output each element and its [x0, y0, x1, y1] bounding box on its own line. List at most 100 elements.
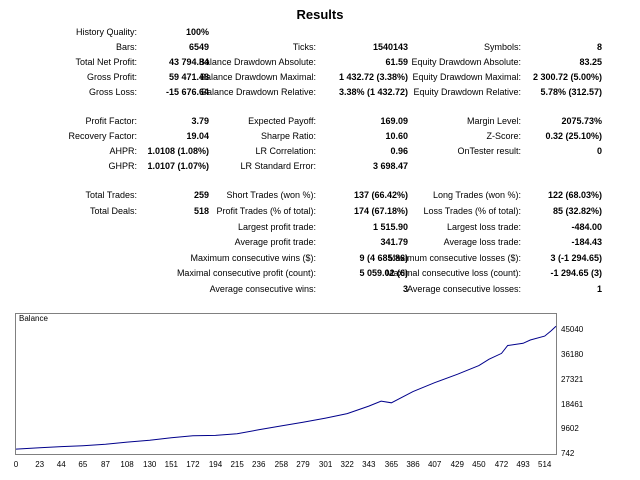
recovery-factor-value: 19.04 — [186, 131, 209, 141]
x-tick-label: 322 — [340, 460, 354, 469]
ontester-value: 0 — [596, 146, 602, 156]
x-tick-label: 514 — [537, 460, 552, 469]
sharpe-value: 10.60 — [385, 131, 408, 141]
ontester-label: OnTester result: — [457, 146, 521, 156]
short-trades-label: Short Trades (won %): — [226, 190, 316, 200]
largest-profit-value: 1 515.90 — [372, 222, 408, 232]
x-tick-label: 386 — [406, 460, 420, 469]
ticks-value: 1540143 — [372, 42, 408, 52]
expected-payoff-label: Expected Payoff: — [248, 116, 316, 126]
y-tick-label: 742 — [561, 449, 575, 458]
avg-cons-wins-label: Average consecutive wins: — [209, 284, 316, 294]
eq-dd-max-label: Equity Drawdown Maximal: — [412, 72, 521, 82]
loss-trades-value: 85 (32.82%) — [552, 206, 602, 216]
eq-dd-abs-value: 83.25 — [579, 57, 602, 67]
long-trades-label: Long Trades (won %): — [432, 190, 521, 200]
x-tick-label: 343 — [362, 460, 376, 469]
zscore-label: Z-Score: — [486, 131, 521, 141]
bal-dd-max-value: 1 432.72 (3.38%) — [338, 72, 408, 82]
y-tick-label: 36180 — [561, 350, 584, 360]
max-cons-losses-label: Maximum consecutive losses ($): — [387, 253, 521, 263]
gross-loss-value: -15 676.64 — [165, 87, 209, 97]
bal-dd-max-label: Balance Drawdown Maximal: — [199, 72, 316, 82]
margin-level-label: Margin Level: — [466, 116, 521, 126]
x-tick-label: 407 — [427, 460, 442, 469]
y-tick-label: 27321 — [561, 374, 584, 384]
total-deals-label: Total Deals: — [89, 206, 137, 216]
total-trades-label: Total Trades: — [85, 190, 137, 200]
eq-dd-max-value: 2 300.72 (5.00%) — [532, 72, 602, 82]
ghpr-value: 1.0107 (1.07%) — [147, 161, 209, 171]
avg-loss-label: Average loss trade: — [443, 237, 521, 247]
maxcons-loss-label: Maximal consecutive loss (count): — [385, 268, 521, 278]
x-tick-label: 365 — [384, 460, 399, 469]
bal-dd-rel-label: Balance Drawdown Relative: — [200, 87, 316, 97]
lr-std-label: LR Standard Error: — [240, 161, 316, 171]
maxcons-loss-value: -1 294.65 (3) — [550, 268, 602, 278]
largest-profit-label: Largest profit trade: — [237, 222, 316, 232]
avg-profit-label: Average profit trade: — [234, 237, 316, 247]
x-tick-label: 279 — [296, 460, 310, 469]
x-tick-label: 0 — [13, 460, 19, 469]
largest-loss-label: Largest loss trade: — [446, 222, 521, 232]
net-profit-value: 43 794.84 — [168, 57, 209, 67]
net-profit-label: Total Net Profit: — [75, 57, 137, 67]
y-tick-label: 45040 — [561, 325, 584, 335]
x-tick-label: 172 — [186, 460, 200, 469]
profit-trades-value: 174 (67.18%) — [353, 206, 408, 216]
total-trades-value: 259 — [193, 190, 209, 200]
x-tick-label: 472 — [494, 460, 509, 469]
x-tick-label: 194 — [208, 460, 223, 469]
bars-value: 6549 — [188, 42, 209, 52]
total-deals-value: 518 — [193, 206, 209, 216]
symbols-value: 8 — [596, 42, 602, 52]
history-quality-value: 100% — [185, 27, 209, 37]
eq-dd-rel-label: Equity Drawdown Relative: — [413, 87, 521, 97]
balance-line — [15, 325, 557, 450]
avg-cons-losses-label: Average consecutive losses: — [407, 284, 521, 294]
profit-factor-label: Profit Factor: — [85, 116, 137, 126]
avg-cons-wins-value: 3 — [402, 284, 408, 294]
eq-dd-abs-label: Equity Drawdown Absolute: — [411, 57, 521, 67]
gross-loss-label: Gross Loss: — [88, 87, 137, 97]
avg-cons-losses-value: 1 — [596, 284, 602, 294]
chart-title: Balance — [19, 314, 48, 323]
bal-dd-abs-value: 61.59 — [385, 57, 408, 67]
max-cons-wins-label: Maximum consecutive wins ($): — [190, 253, 316, 263]
maxcons-profit-value: 5 059.02 (6) — [359, 268, 408, 278]
expected-payoff-value: 169.09 — [380, 116, 408, 126]
x-tick-label: 215 — [230, 460, 244, 469]
x-tick-label: 23 — [35, 460, 45, 469]
avg-loss-value: -184.43 — [571, 237, 602, 247]
zscore-value: 0.32 (25.10%) — [545, 131, 602, 141]
x-tick-label: 429 — [450, 460, 464, 469]
report-title: Results — [296, 7, 344, 22]
avg-profit-value: 341.79 — [380, 237, 408, 247]
margin-level-value: 2075.73% — [561, 116, 602, 126]
short-trades-value: 137 (66.42%) — [353, 190, 408, 200]
ahpr-value: 1.0108 (1.08%) — [147, 146, 209, 156]
x-tick-label: 236 — [252, 460, 266, 469]
y-tick-label: 9602 — [561, 424, 579, 434]
max-cons-losses-value: 3 (-1 294.65) — [550, 253, 602, 263]
eq-dd-rel-value: 5.78% (312.57) — [540, 87, 602, 97]
x-tick-label: 108 — [120, 460, 134, 469]
y-tick-label: 18461 — [561, 399, 584, 409]
lr-std-value: 3 698.47 — [372, 161, 408, 171]
bars-label: Bars: — [115, 42, 137, 52]
ghpr-label: GHPR: — [108, 161, 137, 171]
x-tick-label: 493 — [516, 460, 530, 469]
history-quality-label: History Quality: — [75, 27, 137, 37]
recovery-factor-label: Recovery Factor: — [68, 131, 137, 141]
maxcons-profit-label: Maximal consecutive profit (count): — [176, 268, 316, 278]
x-tick-label: 450 — [472, 460, 486, 469]
sharpe-label: Sharpe Ratio: — [260, 131, 316, 141]
x-tick-label: 44 — [56, 460, 66, 469]
balance-chart-frame — [15, 313, 557, 455]
x-tick-label: 258 — [274, 460, 289, 469]
largest-loss-value: -484.00 — [571, 222, 602, 232]
lr-corr-value: 0.96 — [390, 146, 408, 156]
gross-profit-label: Gross Profit: — [86, 72, 137, 82]
lr-corr-label: LR Correlation: — [255, 146, 316, 156]
